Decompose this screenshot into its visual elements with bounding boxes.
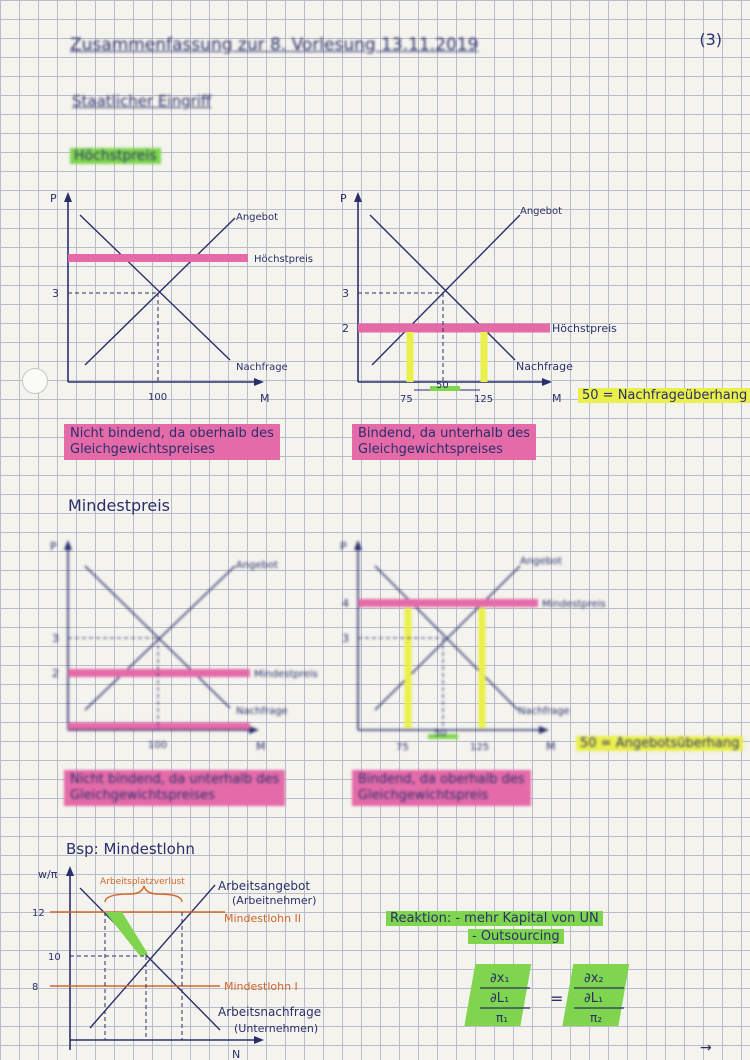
labor-supply-sub-label: (Arbeitnehmer) bbox=[232, 894, 316, 907]
hoechstpreis-graph-nonbinding: P M 3 100 Angebot Höchstpreis Nachfrage bbox=[50, 192, 313, 405]
labor-demand-sub-label: (Unternehmen) bbox=[234, 1022, 318, 1035]
min-wage-ii-label: Mindestlohn II bbox=[224, 912, 301, 925]
job-loss-label: Arbeitsplatzverlust bbox=[100, 877, 185, 887]
q-low-label: 75 bbox=[400, 394, 413, 405]
axis-p-label: P bbox=[340, 192, 347, 205]
q-gap-label: 50 bbox=[436, 380, 449, 391]
axis-p-label: P bbox=[50, 540, 57, 553]
hoechstpreis-surplus-note: 50 = Nachfrageüberhang bbox=[578, 388, 750, 403]
eq-qty-label: 100 bbox=[148, 392, 167, 403]
q-high-label: 125 bbox=[474, 394, 493, 405]
axis-p-label: P bbox=[50, 192, 57, 205]
mindestpreis-heading: Mindestpreis bbox=[68, 496, 171, 515]
formula-equals: = bbox=[550, 989, 563, 1008]
supply-label: Angebot bbox=[236, 212, 278, 223]
labor-demand-label: Arbeitsnachfrage bbox=[218, 1005, 321, 1019]
price-line-label: Höchstpreis bbox=[254, 254, 313, 265]
demand-label: Nachfrage bbox=[236, 706, 288, 717]
marginal-formula: ∂x₁ ∂L₁ π₁ = ∂x₂ ∂L₁ π₂ bbox=[464, 964, 630, 1026]
q-high-label: 125 bbox=[470, 742, 489, 753]
mindestpreis-caption-right: Bindend, da oberhalb des Gleichgewichtsp… bbox=[352, 770, 531, 806]
price-line-label: Höchstpreis bbox=[552, 322, 617, 335]
rhs-fraction: π₂ bbox=[590, 1011, 602, 1025]
hoechstpreis-caption-right: Bindend, da unterhalb des Gleichgewichts… bbox=[352, 424, 537, 460]
axis-m-label: M bbox=[552, 392, 562, 405]
axis-n-label: N bbox=[232, 1048, 240, 1060]
floor-price-label: 4 bbox=[342, 597, 349, 610]
min-wage-i-label: Mindestlohn I bbox=[224, 980, 298, 993]
lhs-denominator: ∂L₁ bbox=[490, 991, 509, 1006]
eq-qty-label: 100 bbox=[148, 740, 167, 751]
axis-m-label: M bbox=[546, 740, 556, 753]
value-10-label: 10 bbox=[48, 952, 61, 963]
mindestlohn-graph: w/π N Arbeitsplatzverlust 12 10 8 Arbeit… bbox=[32, 866, 321, 1060]
rhs-numerator: ∂x₂ bbox=[584, 971, 604, 986]
reaction-note: Reaktion: - mehr Kapital von UN - Outsou… bbox=[386, 910, 603, 946]
eq-price-label: 3 bbox=[342, 632, 349, 645]
page-turn-arrow: → bbox=[700, 1040, 712, 1056]
axis-w-label: w/π bbox=[38, 868, 58, 881]
rhs-denominator: ∂L₁ bbox=[584, 991, 603, 1006]
mindestlohn-heading: Bsp: Mindestlohn bbox=[66, 840, 195, 858]
q-low-label: 75 bbox=[396, 742, 409, 753]
demand-label: Nachfrage bbox=[236, 362, 288, 373]
value-8-label: 8 bbox=[32, 982, 38, 993]
eq-price-label: 3 bbox=[52, 287, 59, 300]
axis-p-label: P bbox=[340, 540, 347, 553]
lhs-numerator: ∂x₁ bbox=[490, 971, 510, 986]
hoechstpreis-caption-left: Nicht bindend, da oberhalb des Gleichgew… bbox=[64, 424, 280, 460]
section-subtitle: Staatlicher Eingriff bbox=[72, 92, 212, 110]
cap-price-label: 2 bbox=[342, 322, 349, 335]
price-line-label: Mindestpreis bbox=[542, 599, 606, 610]
supply-label: Angebot bbox=[520, 206, 562, 217]
page-title: Zusammenfassung zur 8. Vorlesung 13.11.2… bbox=[70, 35, 479, 55]
mindestpreis-caption-left: Nicht bindend, da unterhalb des Gleichge… bbox=[64, 770, 286, 806]
value-12-label: 12 bbox=[32, 908, 45, 919]
demand-label: Nachfrage bbox=[516, 360, 573, 373]
supply-label: Angebot bbox=[236, 560, 278, 571]
labor-supply-label: Arbeitsangebot bbox=[218, 879, 310, 893]
supply-label: Angebot bbox=[520, 556, 562, 567]
hoechstpreis-heading: Höchstpreis bbox=[70, 148, 161, 164]
q-gap-label: 50 bbox=[434, 728, 447, 739]
mindestpreis-surplus-note: 50 = Angebotsüberhang bbox=[576, 736, 744, 751]
axis-m-label: M bbox=[256, 740, 266, 753]
mindestpreis-graph-nonbinding: P M 3 2 100 Angebot Mindestpreis Nachfra… bbox=[50, 540, 318, 753]
demand-label: Nachfrage bbox=[518, 706, 570, 717]
mindestpreis-graph-binding: P M 4 3 75 50 125 Angebot Mindestpreis N… bbox=[340, 540, 606, 753]
axis-m-label: M bbox=[260, 392, 270, 405]
eq-price-label: 3 bbox=[342, 287, 349, 300]
price-line-label: Mindestpreis bbox=[254, 669, 318, 680]
page-number: (3) bbox=[699, 30, 722, 49]
eq-price-label: 3 bbox=[52, 632, 59, 645]
lhs-fraction: π₁ bbox=[496, 1011, 508, 1025]
floor-price-label: 2 bbox=[52, 667, 59, 680]
hoechstpreis-graph-binding: P M 3 2 75 50 125 Angebot Höchstpreis Na… bbox=[340, 192, 617, 405]
punch-hole bbox=[22, 368, 48, 394]
